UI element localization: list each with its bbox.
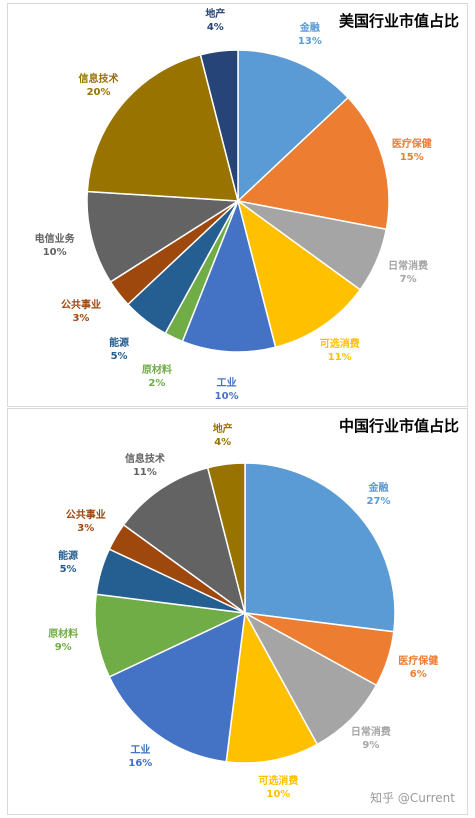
cn-slice-percent-8: 3% bbox=[77, 523, 95, 535]
cn-pie-slice-4 bbox=[225, 610, 319, 764]
us-slice-name-3: 日常消费 bbox=[388, 260, 429, 272]
us-slice-name-8: 公共事业 bbox=[60, 299, 101, 311]
cn-slice-label-8: 公共事业 3% bbox=[66, 509, 106, 535]
cn-pie-slice-5 bbox=[108, 611, 246, 763]
us-slice-percent-4: 11% bbox=[327, 351, 352, 363]
us-slice-name-1: 金融 bbox=[299, 22, 320, 34]
cn-slice-label-4: 可选消费 10% bbox=[258, 775, 298, 801]
cn-slice-percent-7: 5% bbox=[59, 564, 77, 576]
cn-slice-percent-2: 6% bbox=[409, 669, 427, 680]
cn-slice-label-7: 能源 5% bbox=[58, 550, 78, 576]
cn-slice-label-6: 原材料 9% bbox=[48, 628, 78, 654]
cn-slice-name-3: 日常消费 bbox=[350, 726, 391, 738]
us-slice-label-11: 地产 4% bbox=[205, 8, 225, 34]
us-slice-label-2: 医疗保健 15% bbox=[392, 138, 432, 164]
us-slice-name-6: 原材料 bbox=[141, 364, 172, 376]
cn-slice-label-3: 日常消费 9% bbox=[351, 726, 391, 752]
us-slice-name-10: 信息技术 bbox=[78, 73, 119, 85]
us-pie-slice-5 bbox=[181, 198, 277, 353]
us-slice-label-1: 金融 13% bbox=[298, 22, 322, 48]
us-pie-slice-11 bbox=[199, 49, 239, 202]
cn-slice-percent-9: 11% bbox=[132, 466, 157, 478]
us-slice-percent-10: 20% bbox=[86, 86, 111, 98]
us-slice-name-2: 医疗保健 bbox=[391, 138, 432, 150]
us-slice-label-6: 原材料 2% bbox=[142, 364, 172, 390]
cn-pie-slice-3 bbox=[243, 611, 378, 746]
cn-slice-percent-3: 9% bbox=[362, 739, 380, 751]
cn-slice-label-1: 金融 27% bbox=[367, 482, 391, 508]
cn-slice-percent-1: 27% bbox=[366, 496, 391, 508]
cn-slice-name-8: 公共事业 bbox=[65, 510, 106, 522]
cn-pie-slice-6 bbox=[94, 593, 248, 678]
us-pie-slice-4 bbox=[236, 199, 362, 349]
cn-slice-name-4: 可选消费 bbox=[258, 775, 299, 787]
cn-pie-slice-9 bbox=[122, 466, 247, 615]
cn-slice-percent-10: 4% bbox=[214, 437, 232, 449]
us-chart-title: 美国行业市值占比 bbox=[338, 12, 459, 30]
cn-pie-slice-1 bbox=[244, 462, 396, 633]
cn-slice-name-10: 地产 bbox=[212, 424, 233, 436]
cn-slice-name-5: 工业 bbox=[130, 745, 151, 756]
us-slice-label-4: 可选消费 11% bbox=[320, 338, 360, 364]
cn-slice-name-2: 医疗保健 bbox=[398, 656, 439, 667]
us-slice-name-7: 能源 bbox=[109, 338, 130, 350]
us-slice-percent-7: 5% bbox=[110, 351, 128, 363]
us-slice-label-5: 工业 10% bbox=[215, 377, 239, 403]
cn-slice-name-9: 信息技术 bbox=[124, 453, 165, 465]
us-pie-slice-2 bbox=[236, 96, 390, 231]
us-slice-name-5: 工业 bbox=[216, 377, 237, 389]
cn-slice-label-9: 信息技术 11% bbox=[125, 453, 165, 479]
cn-slice-name-7: 能源 bbox=[58, 551, 79, 563]
us-slice-percent-6: 2% bbox=[148, 377, 166, 389]
cn-slice-name-6: 原材料 bbox=[48, 628, 79, 640]
us-pie-chart bbox=[86, 49, 390, 353]
us-pie-slice-10 bbox=[86, 53, 239, 202]
us-slice-label-7: 能源 5% bbox=[109, 337, 129, 363]
us-pie-slice-9 bbox=[86, 190, 241, 283]
us-slice-label-8: 公共事业 3% bbox=[61, 299, 101, 325]
us-slice-label-10: 信息技术 20% bbox=[79, 73, 119, 99]
us-pie-slice-1 bbox=[237, 49, 350, 203]
cn-slice-percent-4: 10% bbox=[266, 788, 291, 800]
cn-chart-title: 中国行业市值占比 bbox=[338, 417, 459, 435]
cn-slice-label-10: 地产 4% bbox=[213, 423, 233, 449]
us-slice-name-9: 电信业务 bbox=[34, 234, 75, 245]
us-slice-label-3: 日常消费 7% bbox=[388, 260, 428, 286]
cn-slice-label-2: 医疗保健 6% bbox=[398, 655, 438, 681]
cn-slice-percent-5: 16% bbox=[128, 758, 153, 769]
us-slice-name-4: 可选消费 bbox=[319, 338, 360, 350]
cn-chart-panel: 中国行业市值占比 知乎 @Current 金融 27% 医疗保健 6% 日常消费 9% 可选… bbox=[7, 408, 468, 815]
us-slice-percent-5: 10% bbox=[214, 390, 239, 402]
us-chart-panel: 美国行业市值占比 金融 13% 医疗保健 15% 日常消费 7% 可选消费 11% 工业 10% 原… bbox=[7, 3, 468, 407]
us-slice-name-11: 地产 bbox=[205, 9, 226, 21]
us-slice-percent-8: 3% bbox=[72, 312, 90, 324]
cn-pie-chart bbox=[94, 462, 396, 764]
us-slice-percent-11: 4% bbox=[206, 22, 224, 34]
watermark: 知乎 @Current bbox=[370, 791, 455, 805]
us-slice-percent-1: 13% bbox=[297, 35, 322, 47]
us-slice-percent-3: 7% bbox=[399, 273, 417, 285]
cn-slice-percent-6: 9% bbox=[54, 641, 72, 653]
us-slice-percent-9: 10% bbox=[42, 247, 67, 258]
cn-slice-label-5: 工业 16% bbox=[128, 744, 152, 770]
us-slice-label-9: 电信业务 10% bbox=[35, 233, 75, 259]
us-slice-percent-2: 15% bbox=[399, 151, 424, 163]
cn-pie-slice-10 bbox=[206, 462, 246, 614]
cn-slice-name-1: 金融 bbox=[368, 483, 389, 495]
